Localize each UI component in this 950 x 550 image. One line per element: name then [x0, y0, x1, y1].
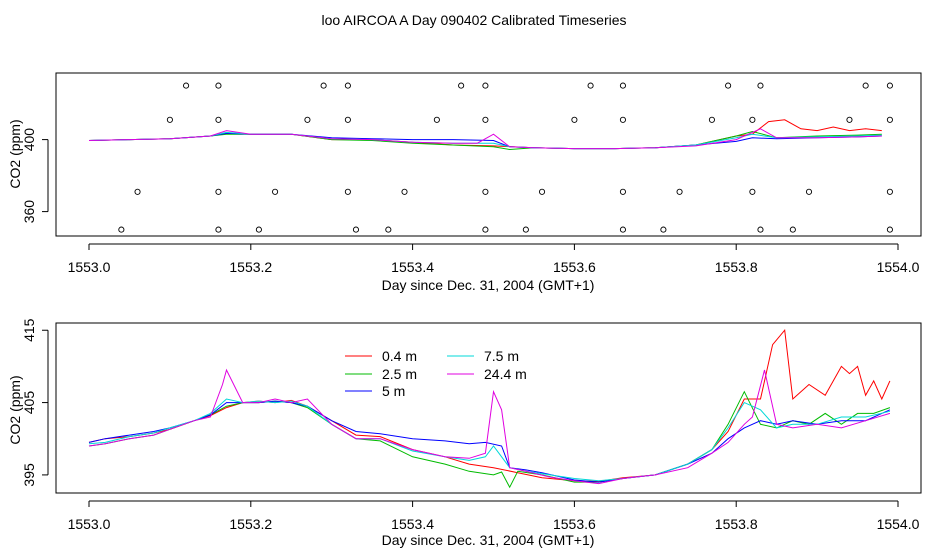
top-marker-point — [344, 82, 351, 89]
top-marker-point — [538, 188, 546, 195]
top-marker-point — [482, 82, 489, 89]
top-marker-point — [482, 226, 489, 233]
top-marker-point — [725, 82, 732, 89]
top-series-line-1 — [88, 130, 882, 151]
top-x-tick-label: 1553.2 — [229, 259, 272, 275]
top-y-tick-label: 400 — [21, 128, 37, 152]
top-x-tick-label: 1554.0 — [877, 259, 920, 275]
bottom-x-tick-label: 1553.2 — [229, 516, 272, 532]
top-marker-point — [619, 116, 626, 123]
top-x-axis-label: Day since Dec. 31, 2004 (GMT+1) — [382, 277, 595, 293]
bottom-y-tick-label: 405 — [21, 391, 37, 415]
top-x-tick-label: 1553.4 — [391, 259, 434, 275]
top-marker-point — [215, 188, 222, 195]
top-marker-point — [166, 116, 173, 123]
bottom-x-axis-label: Day since Dec. 31, 2004 (GMT+1) — [382, 532, 595, 548]
legend-label-24-4m: 24.4 m — [484, 366, 527, 382]
bottom-x-axis: 1553.0 1553.2 1553.4 1553.6 1553.8 1554.0 — [68, 500, 920, 532]
top-marker-point — [757, 82, 764, 89]
bottom-series-group — [88, 328, 891, 489]
top-x-axis: 1553.0 1553.2 1553.4 1553.6 1553.8 1554.0 — [68, 243, 920, 275]
top-marker-point — [708, 116, 715, 123]
top-marker-point — [886, 82, 893, 89]
top-marker-point — [433, 116, 440, 123]
top-marker-group — [118, 82, 893, 233]
bottom-plot-frame — [55, 322, 922, 494]
top-marker-point — [522, 226, 529, 233]
top-marker-point — [846, 116, 853, 123]
top-x-tick-label: 1553.8 — [715, 259, 758, 275]
bottom-x-tick-label: 1553.4 — [391, 516, 434, 532]
top-series-line-2 — [88, 132, 882, 150]
top-marker-point — [272, 188, 279, 195]
top-marker-point — [458, 82, 465, 89]
bottom-y-axis: 395 405 415 — [21, 318, 49, 487]
top-marker-point — [482, 116, 489, 123]
top-marker-point — [619, 226, 626, 233]
top-marker-point — [304, 116, 311, 123]
top-marker-point — [571, 116, 578, 123]
top-marker-point — [749, 116, 756, 123]
legend: 0.4 m 2.5 m 5 m 7.5 m 24.4 m — [345, 348, 527, 399]
bottom-y-tick-label: 415 — [21, 318, 37, 342]
top-marker-point — [886, 188, 893, 195]
top-marker-point — [215, 116, 222, 123]
top-series-line-3 — [88, 131, 882, 150]
top-marker-point — [676, 188, 683, 195]
top-marker-point — [344, 188, 351, 195]
top-marker-point — [183, 82, 190, 89]
top-marker-point — [118, 226, 125, 233]
top-y-tick-label: 360 — [21, 200, 37, 224]
top-marker-point — [749, 188, 756, 195]
top-marker-point — [134, 188, 141, 195]
top-marker-point — [401, 188, 408, 195]
bottom-y-tick-label: 395 — [21, 463, 37, 487]
bottom-series-line-2 — [88, 400, 891, 483]
top-marker-point — [805, 188, 813, 195]
top-series-group — [88, 119, 882, 151]
top-x-tick-label: 1553.0 — [68, 259, 111, 275]
top-marker-point — [789, 226, 796, 233]
legend-label-0-4m: 0.4 m — [382, 348, 417, 364]
top-marker-point — [587, 82, 594, 89]
top-marker-point — [660, 226, 667, 233]
bottom-x-tick-label: 1553.6 — [553, 516, 596, 532]
bottom-y-axis-label: CO2 (ppm) — [7, 375, 23, 444]
bottom-panel: 1553.0 1553.2 1553.4 1553.6 1553.8 1554.0 395… — [7, 318, 922, 548]
top-marker-point — [255, 226, 262, 233]
bottom-series-line-0 — [88, 328, 891, 482]
top-x-tick-label: 1553.6 — [553, 259, 596, 275]
top-marker-point — [482, 188, 489, 195]
legend-label-5m: 5 m — [382, 383, 405, 399]
top-series-line-4 — [88, 128, 882, 150]
legend-label-2-5m: 2.5 m — [382, 366, 417, 382]
bottom-x-tick-label: 1553.8 — [715, 516, 758, 532]
legend-label-7-5m: 7.5 m — [484, 348, 519, 364]
top-marker-point — [619, 188, 626, 195]
bottom-x-tick-label: 1553.0 — [68, 516, 111, 532]
top-y-axis: 360 400 — [21, 128, 49, 224]
top-marker-point — [619, 82, 626, 89]
top-marker-point — [352, 226, 360, 233]
top-marker-point — [215, 226, 222, 233]
top-marker-point — [757, 226, 764, 233]
figure-title: loo AIRCOA A Day 090402 Calibrated Times… — [321, 12, 626, 28]
top-marker-point — [886, 226, 893, 233]
top-marker-point — [385, 226, 392, 233]
top-marker-point — [886, 116, 893, 123]
top-marker-point — [320, 82, 327, 89]
top-marker-point — [215, 82, 222, 89]
bottom-series-line-4 — [88, 368, 891, 485]
top-panel: 1553.0 1553.2 1553.4 1553.6 1553.8 1554.0 360… — [7, 72, 922, 293]
top-y-axis-label: CO2 (ppm) — [7, 119, 23, 188]
bottom-x-tick-label: 1554.0 — [877, 516, 920, 532]
top-marker-point — [862, 82, 869, 89]
top-plot-frame — [55, 72, 922, 237]
top-marker-point — [344, 116, 351, 123]
